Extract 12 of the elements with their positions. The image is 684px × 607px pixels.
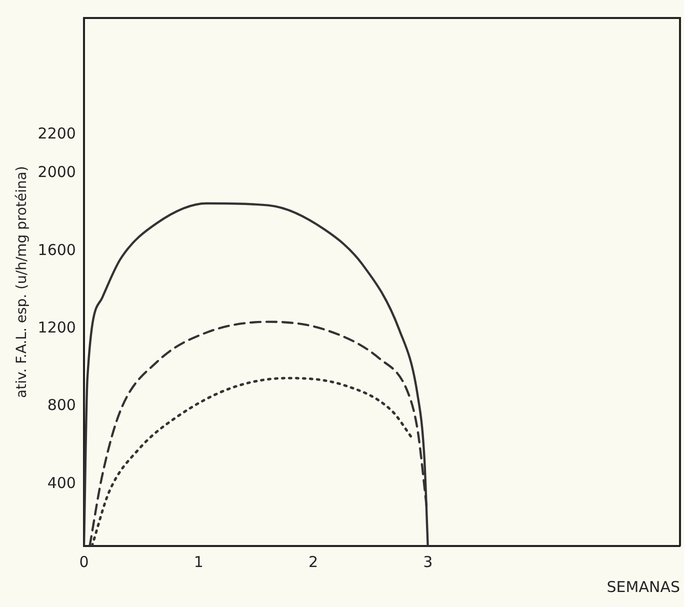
y-tick-label: 800 [47, 396, 76, 414]
y-tick-label: 2200 [38, 124, 76, 142]
y-tick-label: 400 [47, 474, 76, 492]
x-tick-label: 0 [79, 552, 89, 571]
x-tick-label: 3 [423, 552, 433, 571]
y-tick-label: 2000 [38, 163, 76, 182]
x-tick-label: 1 [194, 552, 204, 571]
y-tick-label: 1600 [38, 240, 76, 259]
x-axis-title: SEMANAS [606, 578, 680, 596]
x-tick-label: 2 [308, 552, 318, 571]
y-axis-title: ativ. F.A.L. esp. (u/h/mg protéina) [14, 166, 30, 398]
y-tick-label: 1200 [38, 318, 76, 336]
